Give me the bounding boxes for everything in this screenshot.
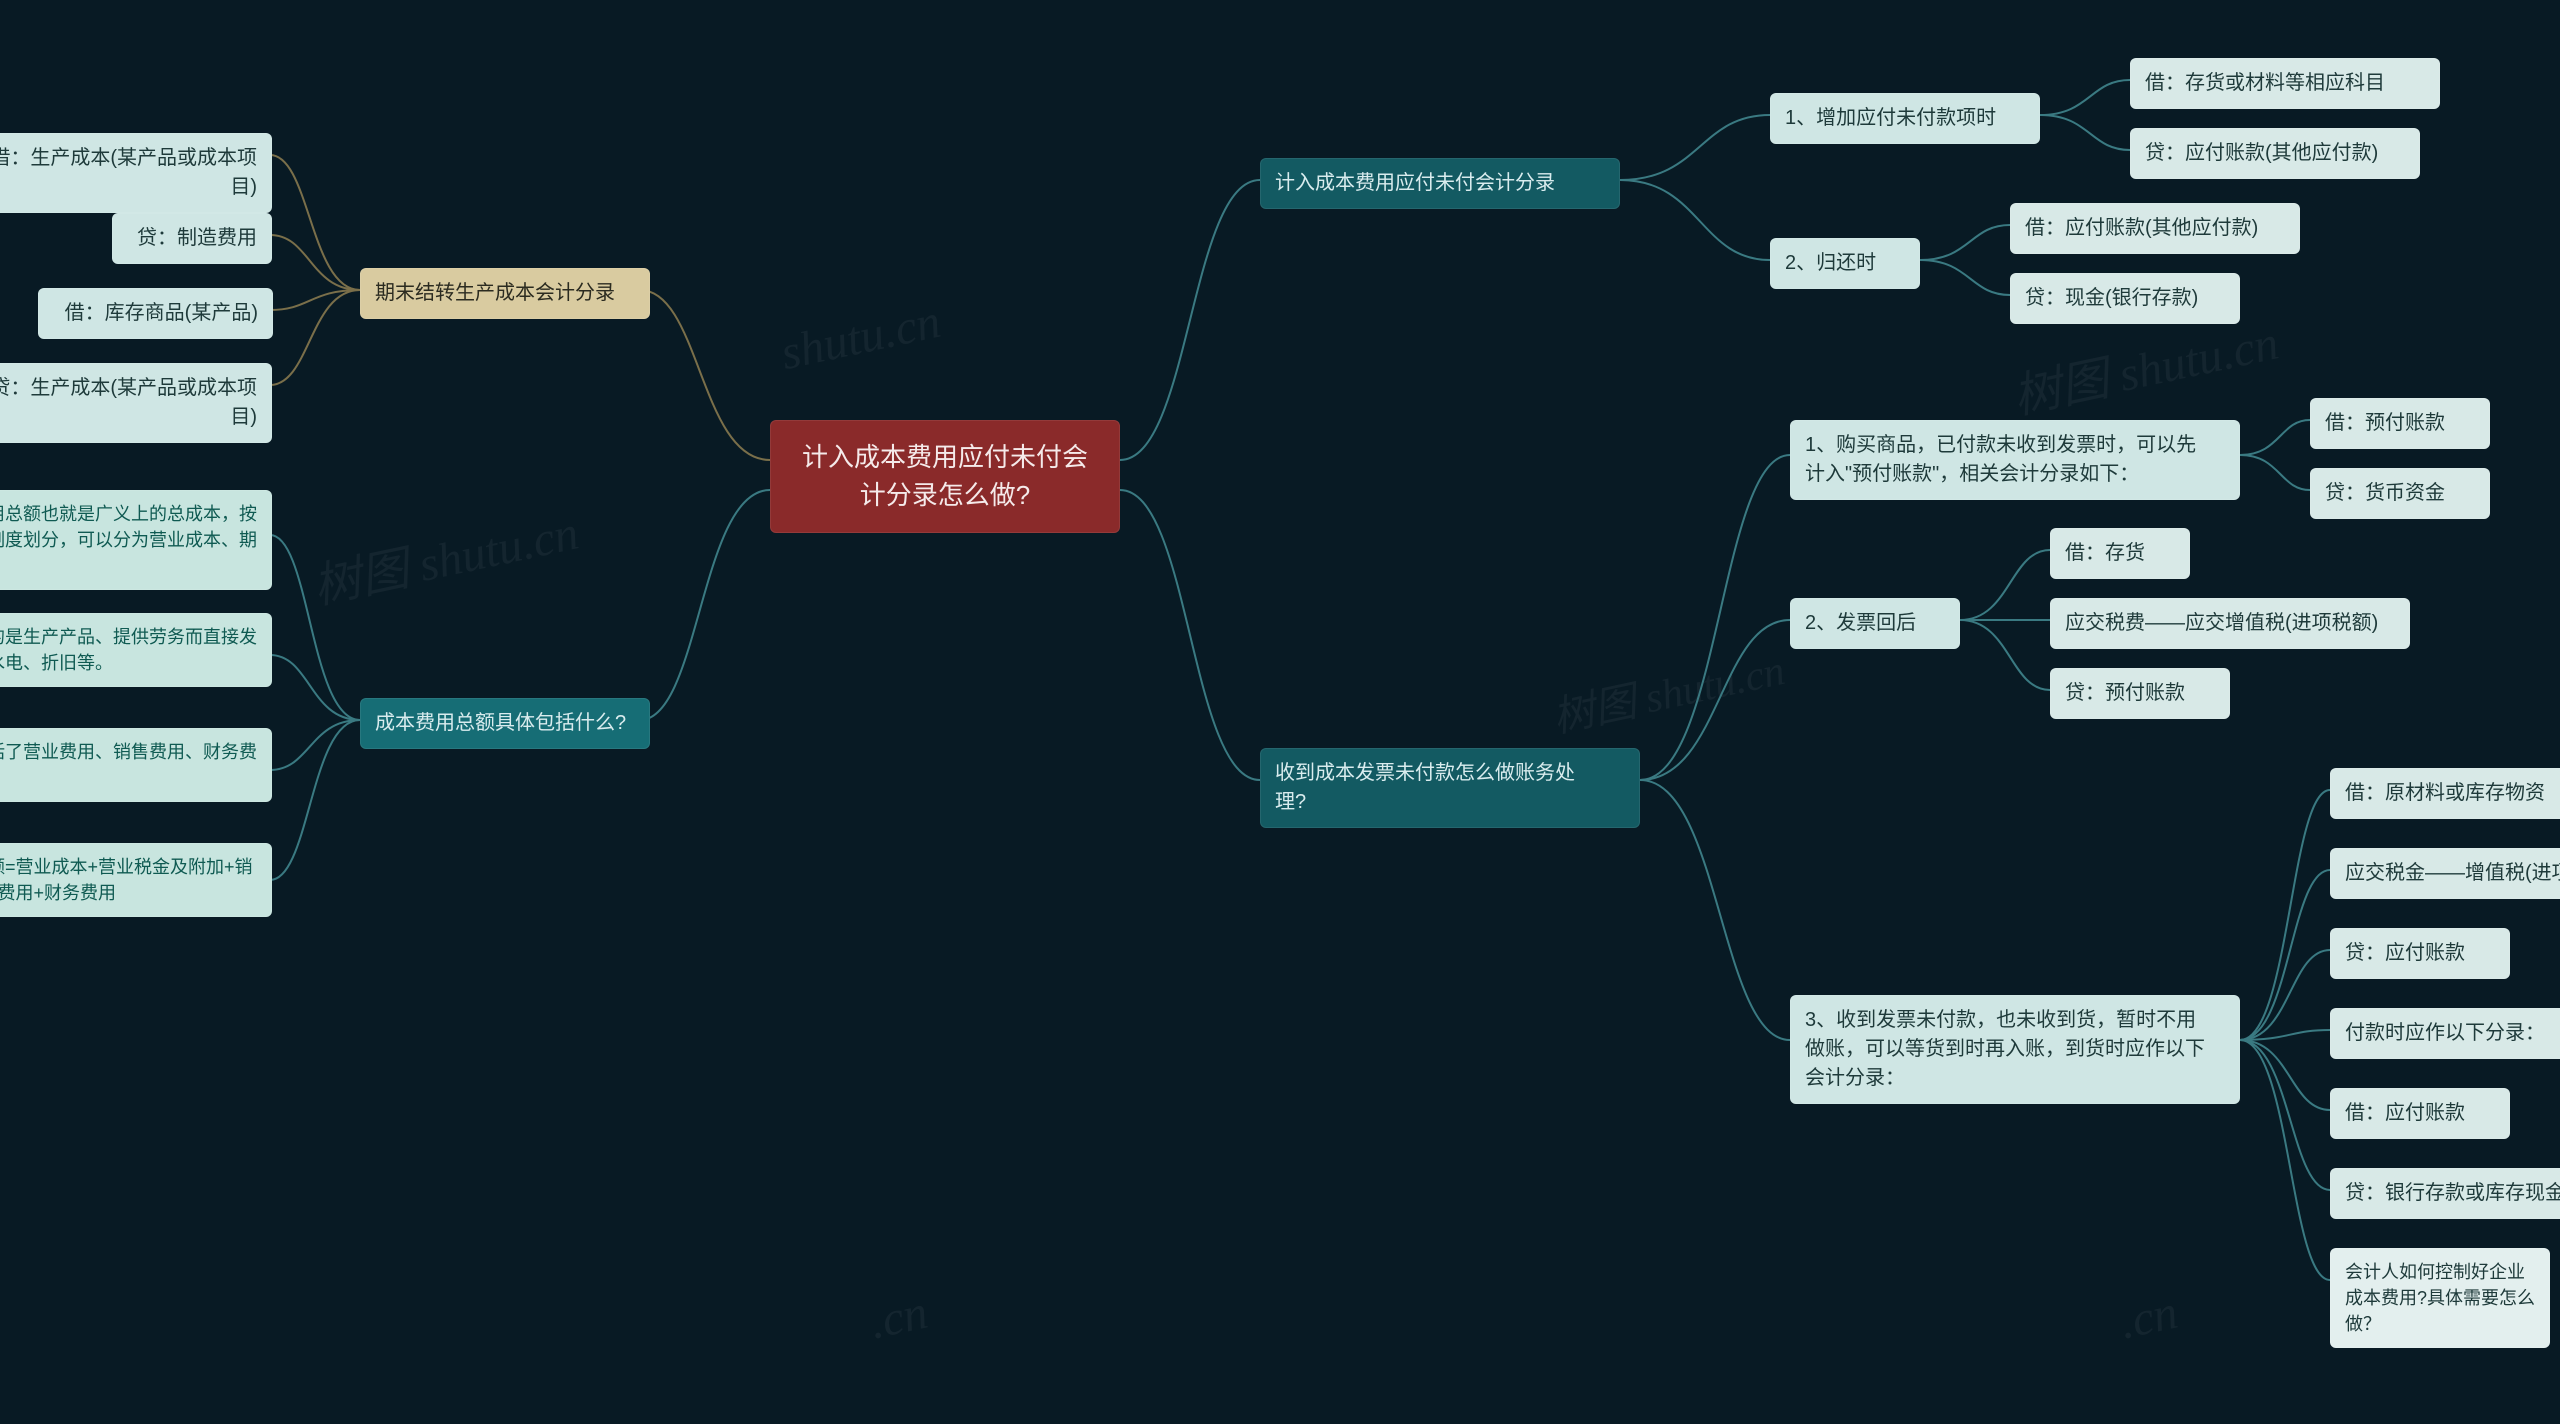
branch-r2: 收到成本发票未付款怎么做账务处 理? bbox=[1260, 748, 1640, 828]
r2-c3-l2: 做账，可以等货到时再入账，到货时应作以下 bbox=[1805, 1038, 2205, 1060]
r2-c1-l2: 计入"预付账款"，相关会计分录如下： bbox=[1805, 463, 2139, 485]
branch-r1-c1: 1、增加应付未付款项时 bbox=[1770, 93, 2040, 144]
leaf-r1-c2-1: 贷：现金(银行存款) bbox=[2010, 273, 2240, 324]
leaf-r2-c3-1: 应交税金——增值税(进项税) bbox=[2330, 848, 2560, 899]
branch-r1: 计入成本费用应付未付会计分录 bbox=[1260, 158, 1620, 209]
leaf-r2-c3-0: 借：原材料或库存物资 bbox=[2330, 768, 2560, 819]
branch-r2-c3: 3、收到发票未付款，也未收到货，暂时不用 做账，可以等货到时再入账，到货时应作以… bbox=[1790, 995, 2240, 1104]
leaf-l1-2: 借：库存商品(某产品) bbox=[38, 288, 273, 339]
branch-r2-c2: 2、发票回后 bbox=[1790, 598, 1960, 649]
branch-r1-c2: 2、归还时 bbox=[1770, 238, 1920, 289]
leaf-l1-3: 贷：生产成本(某产品或成本项目) bbox=[0, 363, 272, 443]
root-line2: 计分录怎么做? bbox=[860, 480, 1030, 510]
leaf-r2-c2-0: 借：存货 bbox=[2050, 528, 2190, 579]
leaf-l2-0: 答：成本费用总额也就是广义上的总成本，按照企业会计制度划分，可以分为营业成本、期… bbox=[0, 490, 272, 590]
leaf-r2-c3-2: 贷：应付账款 bbox=[2330, 928, 2510, 979]
leaf-r2-c1-1: 贷：货币资金 bbox=[2310, 468, 2490, 519]
watermark: shutu.cn bbox=[776, 294, 945, 381]
root-line1: 计入成本费用应付未付会 bbox=[802, 442, 1088, 472]
watermark: 树图 shutu.cn bbox=[1546, 636, 1789, 745]
leaf-l2-2: 期间费用包括了营业费用、销售费用、财务费用等。 bbox=[0, 728, 272, 802]
leaf-r1-c1-1: 贷：应付账款(其他应付款) bbox=[2130, 128, 2420, 179]
watermark: .cn bbox=[865, 1285, 932, 1351]
leaf-r2-c3-4: 借：应付账款 bbox=[2330, 1088, 2510, 1139]
branch-r2-l1: 收到成本发票未付款怎么做账务处 bbox=[1275, 762, 1575, 784]
leaf-r1-c2-0: 借：应付账款(其他应付款) bbox=[2010, 203, 2300, 254]
leaf-r2-c1-0: 借：预付账款 bbox=[2310, 398, 2490, 449]
leaf-l1-0: 借：生产成本(某产品或成本项目) bbox=[0, 133, 272, 213]
r2-c3-l1: 3、收到发票未付款，也未收到货，暂时不用 bbox=[1805, 1009, 2196, 1031]
branch-l1: 期末结转生产成本会计分录 bbox=[360, 268, 650, 319]
root-node: 计入成本费用应付未付会 计分录怎么做? bbox=[770, 420, 1120, 533]
leaf-r2-c2-1: 应交税费——应交增值税(进项税额) bbox=[2050, 598, 2410, 649]
leaf-l2-3: 成本费用总额=营业成本+营业税金及附加+销售费用+管理费用+财务费用 bbox=[0, 843, 272, 917]
branch-r2-c1: 1、购买商品，已付款未收到发票时，可以先 计入"预付账款"，相关会计分录如下： bbox=[1790, 420, 2240, 500]
leaf-l2-1: 营业成本指的是生产产品、提供劳务而直接发生的人工、水电、折旧等。 bbox=[0, 613, 272, 687]
r2-c1-l1: 1、购买商品，已付款未收到发票时，可以先 bbox=[1805, 434, 2196, 456]
leaf-r2-c3-5: 贷：银行存款或库存现金 bbox=[2330, 1168, 2560, 1219]
leaf-l1-1: 贷：制造费用 bbox=[112, 213, 272, 264]
watermark: .cn bbox=[2115, 1285, 2182, 1351]
branch-r2-l2: 理? bbox=[1275, 791, 1306, 813]
leaf-r2-c3-6: 会计人如何控制好企业成本费用?具体需要怎么做？ bbox=[2330, 1248, 2550, 1348]
r2-c3-l3: 会计分录： bbox=[1805, 1067, 1905, 1089]
leaf-r1-c1-0: 借：存货或材料等相应科目 bbox=[2130, 58, 2440, 109]
leaf-r2-c3-3: 付款时应作以下分录： bbox=[2330, 1008, 2560, 1059]
branch-l2: 成本费用总额具体包括什么? bbox=[360, 698, 650, 749]
leaf-r2-c2-2: 贷：预付账款 bbox=[2050, 668, 2230, 719]
watermark: 树图 shutu.cn bbox=[306, 493, 584, 617]
